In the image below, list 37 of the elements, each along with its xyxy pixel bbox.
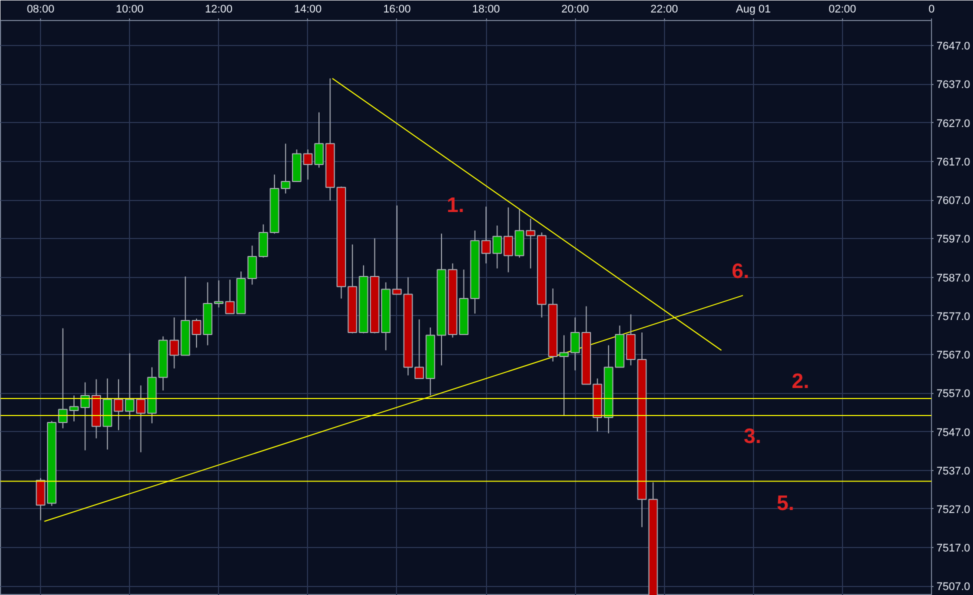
x-tick-label: 20:00 xyxy=(561,4,589,16)
annotation: 2. xyxy=(792,370,810,393)
y-tick-label: 7647.0 xyxy=(936,40,970,53)
y-tick-label: 7557.0 xyxy=(936,388,970,400)
y-tick-label: 7597.0 xyxy=(936,234,970,246)
y-tick-label: 7617.0 xyxy=(936,156,970,168)
y-tick-label: 7517.0 xyxy=(936,542,970,555)
y-tick-label: 7577.0 xyxy=(936,310,970,323)
candlestick xyxy=(58,328,68,429)
y-tick-label: 7627.0 xyxy=(936,118,970,130)
x-tick-label: 18:00 xyxy=(472,4,500,16)
candlestick xyxy=(314,112,324,168)
candlestick xyxy=(526,218,536,269)
x-tick-label: 10:00 xyxy=(116,4,144,16)
candlestick xyxy=(192,318,202,348)
y-tick-label: 7637.0 xyxy=(936,79,970,92)
y-tick-label: 7537.0 xyxy=(936,465,970,478)
annotation: 1. xyxy=(446,194,464,217)
annotation: 3. xyxy=(744,425,762,448)
x-tick-label: 14:00 xyxy=(294,4,322,16)
y-tick-label: 7547.0 xyxy=(936,426,970,439)
x-tick-label: 12:00 xyxy=(205,4,233,16)
y-tick-label: 7587.0 xyxy=(936,272,970,284)
candlestick xyxy=(559,334,569,416)
x-tick-label: 08:00 xyxy=(26,4,54,16)
x-tick-label: Aug 01 xyxy=(736,4,771,16)
y-tick-label: 7567.0 xyxy=(936,350,970,362)
x-tick-label: 02:00 xyxy=(828,4,856,16)
annotation: 6. xyxy=(732,260,750,283)
x-tick-label: 22:00 xyxy=(650,4,678,16)
annotation: 5. xyxy=(776,492,794,515)
y-tick-label: 7607.0 xyxy=(936,195,970,208)
y-tick-label: 7507.0 xyxy=(936,581,970,594)
candlestick xyxy=(69,394,79,422)
x-tick-label: 0 xyxy=(928,4,935,16)
y-tick-label: 7527.0 xyxy=(936,504,970,516)
x-tick-label: 16:00 xyxy=(383,4,411,16)
